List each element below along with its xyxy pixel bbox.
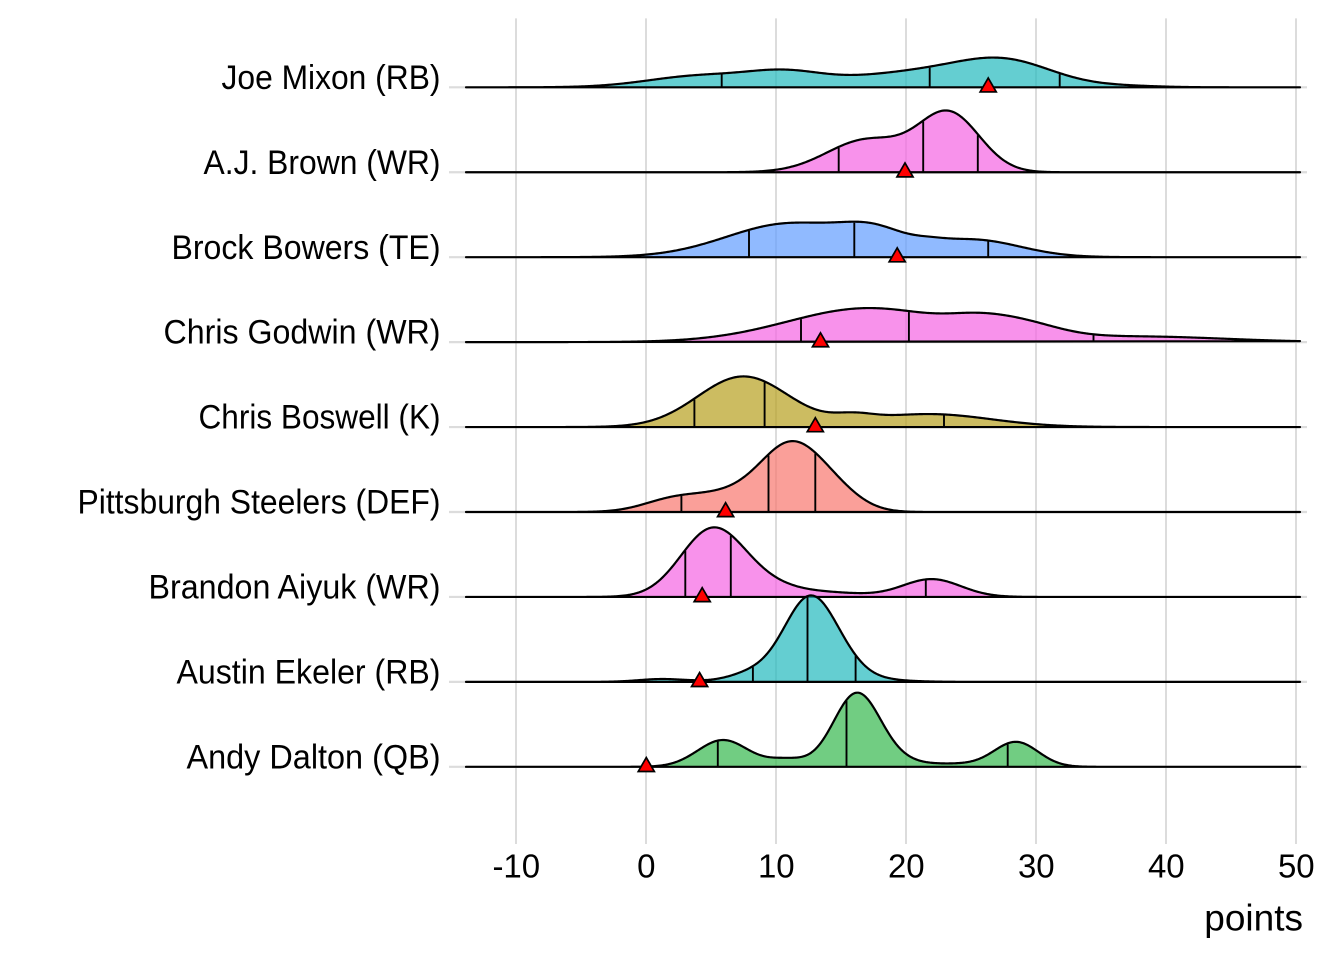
y-axis-label: Brandon Aiyuk (WR) bbox=[149, 569, 441, 607]
ridge-9 bbox=[464, 691, 1302, 773]
y-axis-label: Chris Boswell (K) bbox=[199, 399, 441, 437]
density-curve bbox=[464, 691, 1302, 768]
ridge-2 bbox=[464, 109, 1302, 178]
actual-points-marker bbox=[716, 501, 736, 518]
x-axis-title: points bbox=[1204, 898, 1303, 939]
y-axis-label: Brock Bowers (TE) bbox=[172, 229, 441, 267]
y-axis-label: A.J. Brown (WR) bbox=[204, 144, 441, 182]
y-axis-label: Chris Godwin (WR) bbox=[164, 314, 441, 352]
x-axis-tick-label: -10 bbox=[492, 848, 540, 885]
actual-points-marker bbox=[895, 161, 915, 178]
x-axis-tick-labels: -10 0 10 20 30 40 50 bbox=[492, 848, 1314, 885]
density-curve bbox=[464, 594, 1302, 683]
x-axis-tick-label: 0 bbox=[637, 848, 655, 885]
density-curve bbox=[464, 526, 1302, 599]
actual-points-marker bbox=[690, 670, 710, 688]
ridge-8 bbox=[464, 594, 1302, 688]
density-curve bbox=[464, 440, 1302, 514]
ridge-7 bbox=[464, 526, 1302, 603]
density-curve bbox=[464, 220, 1302, 259]
x-axis-tick-label: 50 bbox=[1278, 848, 1315, 885]
ridge-6 bbox=[464, 440, 1302, 518]
actual-points-marker bbox=[805, 416, 825, 433]
x-axis-tick-label: 40 bbox=[1148, 848, 1185, 885]
actual-points-marker bbox=[978, 76, 998, 93]
actual-points-marker bbox=[810, 331, 831, 348]
ridge-5 bbox=[464, 375, 1302, 433]
ridge-1 bbox=[464, 56, 1302, 93]
x-axis-tick-label: 10 bbox=[758, 848, 795, 885]
ridge-3 bbox=[464, 220, 1302, 263]
density-curve bbox=[464, 109, 1302, 174]
y-axis-label: Joe Mixon (RB) bbox=[222, 59, 441, 97]
density-curve bbox=[464, 306, 1302, 344]
actual-points-marker bbox=[887, 246, 907, 263]
y-axis-label: Austin Ekeler (RB) bbox=[177, 653, 441, 691]
actual-points-marker bbox=[636, 755, 656, 773]
density-curve bbox=[464, 375, 1302, 429]
ridge-4 bbox=[464, 306, 1302, 348]
x-axis-tick-label: 30 bbox=[1018, 848, 1055, 885]
density-curve bbox=[464, 56, 1302, 89]
actual-points-marker bbox=[692, 585, 712, 603]
y-axis-label: Andy Dalton (QB) bbox=[187, 738, 441, 776]
x-axis-tick-label: 20 bbox=[888, 848, 925, 885]
y-axis-labels: Joe Mixon (RB) A.J. Brown (WR) Brock Bower… bbox=[78, 59, 441, 777]
y-axis-label: Pittsburgh Steelers (DEF) bbox=[78, 484, 441, 522]
